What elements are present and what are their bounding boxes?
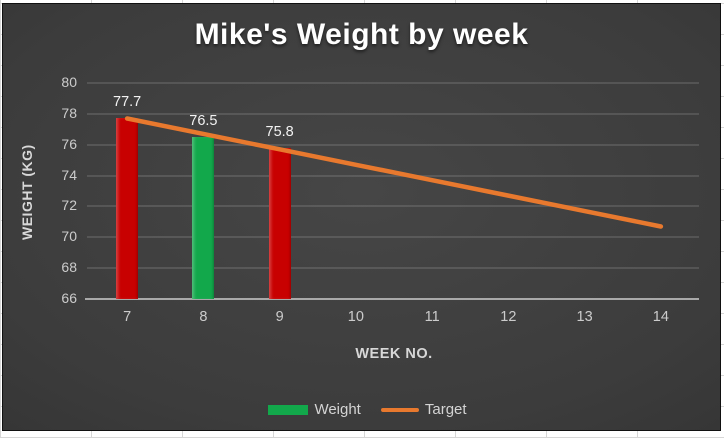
legend-target-label: Target xyxy=(424,401,467,418)
gridline-70 xyxy=(87,236,699,239)
y-tick-label-78: 78 xyxy=(61,104,77,121)
chart-title[interactable]: Mike's Weight by week xyxy=(194,18,529,51)
y-tick-label-76: 76 xyxy=(61,135,77,152)
gridline-76 xyxy=(87,143,699,146)
y-tick-label-68: 68 xyxy=(61,259,77,276)
y-tick-label-74: 74 xyxy=(61,166,77,183)
legend-weight-swatch-icon xyxy=(268,404,309,415)
gridline-68 xyxy=(87,267,699,270)
x-tick-label-13: 13 xyxy=(576,309,593,325)
bar-week-7[interactable] xyxy=(116,118,139,299)
y-tick-label-66: 66 xyxy=(61,290,77,306)
x-axis-line xyxy=(85,298,699,300)
y-tick-label-72: 72 xyxy=(61,197,77,214)
gridline-72 xyxy=(87,205,699,208)
legend[interactable]: Weight Target xyxy=(3,401,720,418)
y-axis-title: WEIGHT (KG) xyxy=(19,144,35,240)
x-tick-label-10: 10 xyxy=(347,309,364,325)
x-tick-label-9: 9 xyxy=(275,309,284,325)
x-tick-label-8: 8 xyxy=(199,309,208,325)
x-tick-label-11: 11 xyxy=(424,309,440,325)
x-tick-label-7: 7 xyxy=(123,309,132,325)
gridline-80 xyxy=(87,82,699,84)
legend-item-target[interactable]: Target xyxy=(380,401,467,418)
data-label-week-8: 76.5 xyxy=(189,113,218,129)
target-line-layer xyxy=(124,116,664,229)
legend-item-weight[interactable]: Weight xyxy=(268,401,361,418)
data-label-week-7: 77.7 xyxy=(113,94,142,111)
x-axis-title: WEEK NO. xyxy=(355,346,433,362)
bar-week-9[interactable] xyxy=(268,147,291,299)
y-tick-label-80: 80 xyxy=(61,74,77,90)
legend-target-swatch-icon xyxy=(380,407,419,412)
x-tick-label-14: 14 xyxy=(652,309,669,325)
y-tick-label-70: 70 xyxy=(61,228,77,245)
target-line[interactable] xyxy=(124,116,664,229)
gridline-78 xyxy=(87,112,699,115)
x-tick-label-12: 12 xyxy=(500,309,517,325)
chart-area[interactable]: Mike's Weight by week WEIGHT (KG) WEEK N… xyxy=(2,3,721,431)
gridline-74 xyxy=(87,174,699,177)
bar-week-8[interactable] xyxy=(192,137,215,299)
legend-weight-label: Weight xyxy=(314,401,361,418)
data-label-week-9: 75.8 xyxy=(265,123,294,140)
